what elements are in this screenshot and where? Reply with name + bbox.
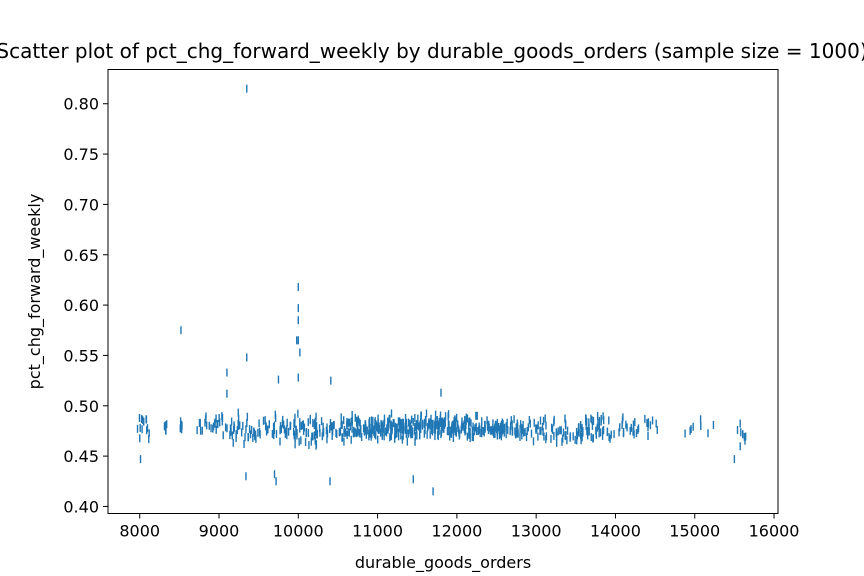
x-tick-label: 9000 bbox=[199, 522, 240, 541]
x-tick-label: 16000 bbox=[749, 522, 800, 541]
chart-title: Scatter plot of pct_chg_forward_weekly b… bbox=[0, 39, 864, 63]
x-tick-label: 13000 bbox=[511, 522, 562, 541]
y-tick-label: 0.60 bbox=[63, 296, 99, 315]
y-tick-label: 0.50 bbox=[63, 397, 99, 416]
plot-frame bbox=[107, 69, 779, 514]
x-axis-ticks: 8000 9000 10000 11000 12000 13000 14000 15000 16… bbox=[119, 513, 800, 541]
y-tick-label: 0.70 bbox=[63, 195, 99, 214]
y-tick-label: 0.40 bbox=[63, 497, 99, 516]
y-axis-label: pct_chg_forward_weekly bbox=[25, 194, 45, 390]
y-tick-label: 0.55 bbox=[63, 346, 99, 365]
y-tick-label: 0.45 bbox=[63, 447, 99, 466]
x-tick-label: 15000 bbox=[669, 522, 720, 541]
y-tick-label: 0.80 bbox=[63, 95, 99, 114]
y-tick-label: 0.75 bbox=[63, 145, 99, 164]
scatter-points bbox=[136, 84, 747, 496]
y-tick-label: 0.65 bbox=[63, 246, 99, 265]
x-tick-label: 10000 bbox=[273, 522, 324, 541]
x-tick-label: 14000 bbox=[590, 522, 641, 541]
y-axis-ticks: 0.40 0.45 0.50 0.55 0.60 0.65 0.70 0.75 0.80 bbox=[63, 95, 108, 516]
x-tick-label: 8000 bbox=[119, 522, 160, 541]
x-tick-label: 11000 bbox=[352, 522, 403, 541]
x-axis-label: durable_goods_orders bbox=[355, 553, 531, 573]
x-tick-label: 12000 bbox=[431, 522, 482, 541]
